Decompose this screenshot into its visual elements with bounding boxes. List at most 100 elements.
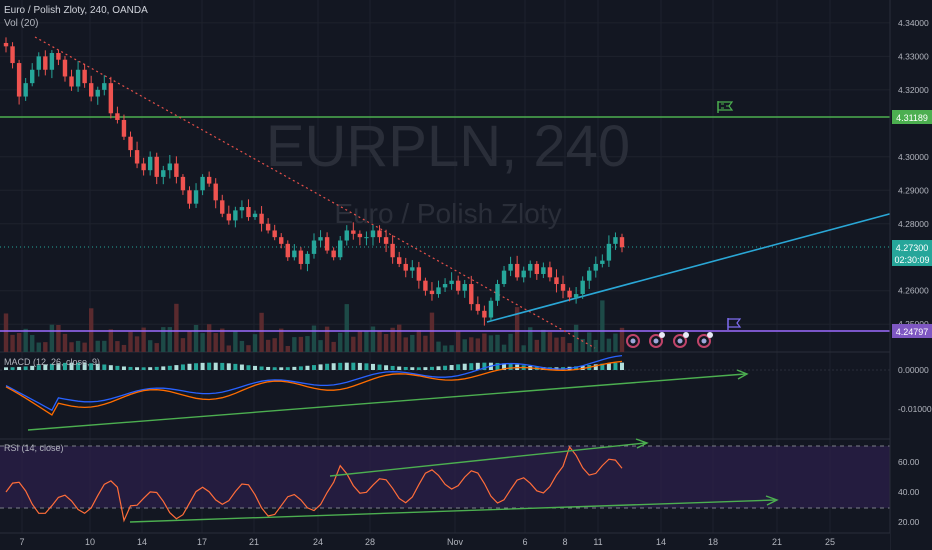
candle-body [16,63,22,97]
macd-histogram-bar [207,362,212,370]
volume-bar [311,325,317,352]
current-price-tag[interactable]: 4.27300 02:30:09 [892,240,932,266]
candle-body [370,230,376,238]
rsi-upper-divergence-arrow[interactable] [329,438,649,477]
macd-histogram-bar [305,365,310,370]
candle-body [534,263,540,274]
flag-icon[interactable] [727,318,742,330]
event-marker-icon[interactable] [649,332,665,348]
candle-body [206,176,212,184]
candle-body [606,243,612,261]
macd-histogram-bar [292,366,297,370]
event-marker-icon[interactable] [697,332,713,348]
price-tick-label: 4.26000 [898,286,929,296]
macd-histogram-bar [397,366,402,370]
candle-body [410,267,415,271]
volume-bar [370,326,376,352]
macd-histogram-bar [141,367,146,370]
macd-histogram-bar [423,367,428,370]
volume-bar [213,333,218,352]
macd-histogram-bar [613,362,618,370]
candle-body [364,237,369,239]
candle-body [154,156,159,177]
time-tick-label: 24 [313,537,323,547]
volume-bar [3,313,9,352]
event-markers[interactable] [626,332,713,348]
macd-histogram-bar [200,362,205,370]
macd-histogram-bar [128,366,133,370]
volume-bar [161,327,166,352]
macd-histogram-bar [429,366,434,370]
downtrend-line[interactable] [34,36,596,349]
volume-bar [220,328,225,352]
time-scale[interactable] [0,533,890,550]
candle-body [259,213,264,224]
candle-body [174,163,179,177]
volume-bar [482,333,487,352]
volume-bar [495,334,500,352]
event-marker-icon[interactable] [626,334,640,348]
candle-body [429,290,435,295]
flag-icon[interactable] [717,101,734,113]
candle-body [501,270,507,285]
macd-histogram-bar [187,363,192,370]
rsi-axis-ticks: 60.00 40.00 20.00 [898,457,920,527]
macd-tick-label: 0.00000 [898,365,929,375]
volume-bar [475,338,481,352]
macd-histogram-bar [226,363,231,370]
candlestick-series [3,37,625,326]
resistance-price-tag[interactable]: 4.31189 [892,110,932,124]
volume-indicator-label[interactable]: Vol (20) [4,18,38,29]
macd-histogram-bar [443,365,448,370]
volume-bar [305,336,310,352]
candle-body [233,210,238,221]
macd-histogram-bar [312,365,316,370]
macd-histogram-bar [76,362,81,370]
macd-histogram-bar [364,363,369,370]
macd-histogram-bar [56,363,61,370]
candle-body [331,250,336,258]
event-marker-icon[interactable] [673,332,689,348]
macd-indicator-label[interactable]: MACD (12, 26, close, 9) [4,357,100,367]
volume-bar [488,335,494,352]
volume-bar [377,330,382,352]
candle-body [200,176,205,191]
candle-body [567,290,572,298]
candle-body [377,230,382,238]
macd-histogram-bar [502,363,507,370]
macd-histogram-bar [338,362,343,370]
candle-body [344,230,349,241]
time-tick-label: 21 [772,537,782,547]
bar-countdown-label: 02:30:09 [894,255,929,265]
volume-bar [298,336,304,352]
macd-histogram-bar [180,364,185,370]
macd-histogram-bar [416,367,421,370]
macd-divergence-arrow[interactable] [27,369,749,431]
uptrend-line[interactable] [486,212,894,323]
current-price-label: 4.27300 [896,243,929,253]
rsi-indicator-label[interactable]: RSI (14, close) [4,443,64,453]
candle-body [396,257,402,264]
volume-bar [573,324,579,352]
price-scale[interactable] [890,0,932,550]
price-tick-label: 4.28000 [898,219,929,229]
symbol-title[interactable]: Euro / Polish Zloty, 240, OANDA [4,5,148,16]
support-price-tag[interactable]: 4.24797 [892,324,932,338]
macd-histogram-bar [95,363,100,370]
candle-body [423,280,428,291]
time-tick-label: 14 [656,537,666,547]
time-tick-label: 14 [137,537,147,547]
volume-bar [403,337,408,352]
volume-bar [285,345,290,352]
macd-histogram-bar [285,367,290,370]
volume-bar [141,327,146,352]
candle-body [600,260,605,264]
price-tick-label: 4.29000 [898,185,929,195]
macd-histogram-bar [266,366,271,370]
rsi-lower-divergence-arrow[interactable] [129,495,779,523]
candle-body [23,83,28,97]
macd-tick-label: -0.01000 [898,404,932,414]
macd-histogram-bar [370,363,375,370]
volume-bar [167,327,173,352]
